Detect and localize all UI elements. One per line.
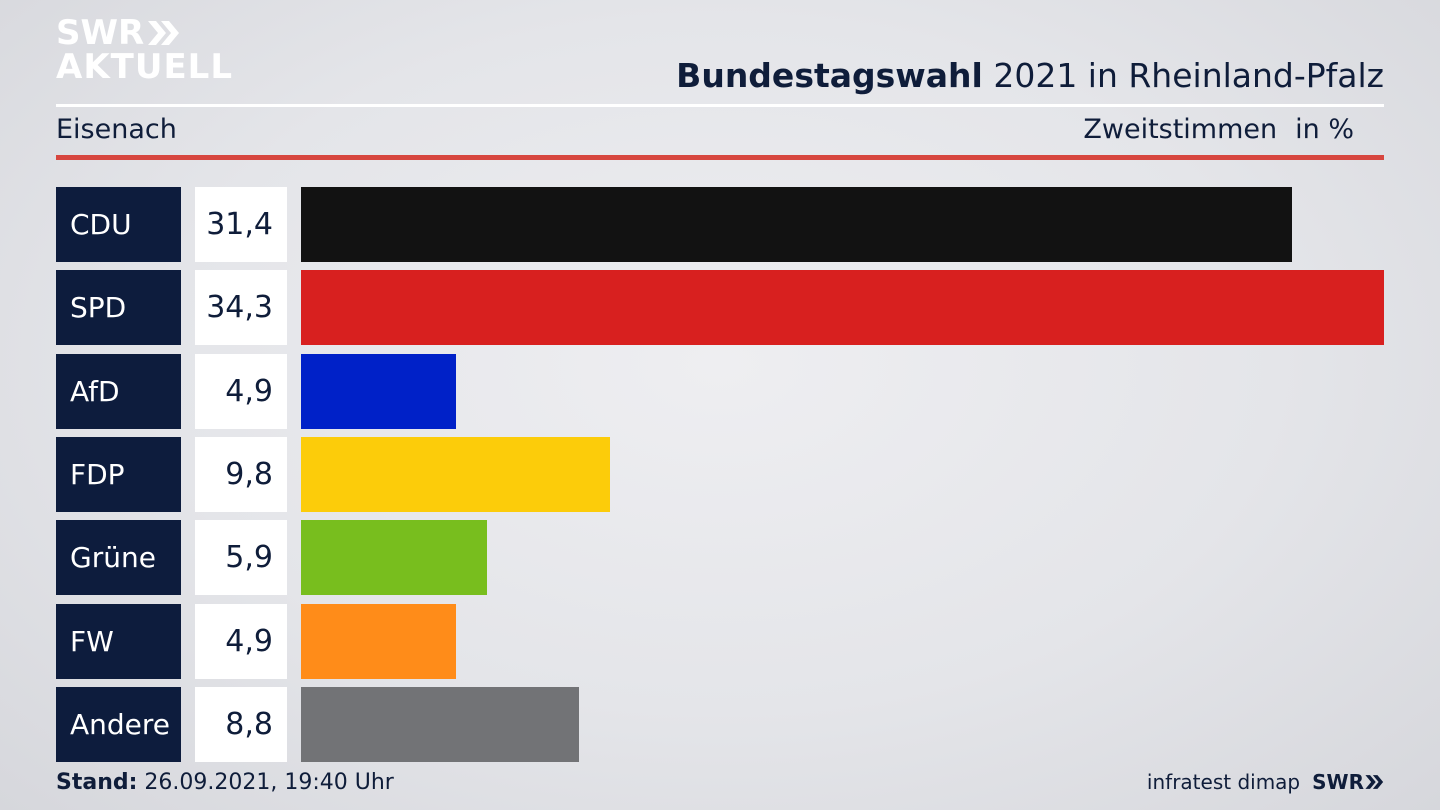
bar <box>301 686 579 762</box>
bar <box>301 603 456 679</box>
logo-line2: AKTUELL <box>56 47 234 87</box>
bar <box>301 187 1292 262</box>
bar <box>301 436 610 512</box>
value-label: 4,9 <box>195 603 287 679</box>
page-title: Bundestagswahl 2021 in Rheinland-Pfalz <box>676 56 1384 100</box>
party-label: CDU <box>56 187 181 262</box>
bar-row: AfD 4,9 <box>0 353 1440 429</box>
stand-label: Stand: <box>56 770 138 795</box>
header-divider <box>56 104 1384 107</box>
party-label: Grüne <box>56 520 181 596</box>
value-label: 5,9 <box>195 520 287 596</box>
double-chevron-icon <box>148 21 180 45</box>
double-chevron-icon-small <box>1365 775 1384 789</box>
title-rest: 2021 in Rheinland-Pfalz <box>993 56 1384 95</box>
value-label: 4,9 <box>195 353 287 429</box>
value-label: 31,4 <box>195 187 287 262</box>
bar <box>301 270 1384 346</box>
party-label: FW <box>56 603 181 679</box>
value-label: 8,8 <box>195 686 287 762</box>
source-credit: infratest dimap SWR <box>1147 770 1384 794</box>
bar-row: FDP 9,8 <box>0 436 1440 512</box>
bar-row: Andere 8,8 <box>0 686 1440 762</box>
unit-text: in % <box>1295 114 1354 145</box>
party-label: SPD <box>56 270 181 346</box>
stand-value: 26.09.2021, 19:40 Uhr <box>144 770 394 795</box>
swr-brand: SWR <box>1312 770 1384 794</box>
party-label: FDP <box>56 436 181 512</box>
source-label: infratest dimap <box>1146 770 1301 794</box>
bar-row: CDU 31,4 <box>0 187 1440 262</box>
measure-text: Zweitstimmen <box>1083 114 1278 145</box>
swr-brand-text: SWR <box>1312 770 1364 794</box>
swr-aktuell-logo: SWR AKTUELL <box>56 16 233 84</box>
title-strong: Bundestagswahl <box>676 56 983 95</box>
region-label: Eisenach <box>56 114 177 145</box>
bar-row: FW 4,9 <box>0 603 1440 679</box>
bar-row: SPD 34,3 <box>0 270 1440 346</box>
value-label: 34,3 <box>195 270 287 346</box>
bar-row: Grüne 5,9 <box>0 520 1440 596</box>
bar <box>301 353 456 429</box>
measure-label: Zweitstimmen in % <box>1083 114 1354 145</box>
accent-divider <box>56 155 1384 160</box>
bar <box>301 520 487 596</box>
timestamp: Stand: 26.09.2021, 19:40 Uhr <box>56 770 394 795</box>
party-label: AfD <box>56 353 181 429</box>
logo-line1: SWR <box>56 13 145 53</box>
value-label: 9,8 <box>195 436 287 512</box>
party-label: Andere <box>56 686 181 762</box>
